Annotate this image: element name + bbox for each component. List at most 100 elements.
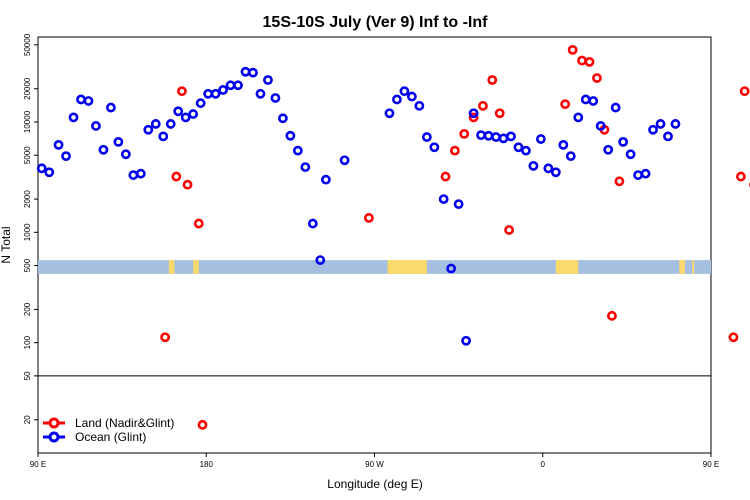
ocean-point <box>513 142 524 153</box>
ocean-point <box>392 94 402 105</box>
legend-land-marker <box>48 417 60 429</box>
plot-layer: 90 E 180 90 W 0 90 E 20 50 100 200 500 1000 2000 500… <box>23 33 750 469</box>
land-patch <box>387 260 427 274</box>
land-point <box>182 179 193 190</box>
ocean-point <box>625 149 636 160</box>
land-point <box>171 171 182 182</box>
land-point <box>478 100 488 111</box>
ocean-point <box>61 151 71 162</box>
land-point <box>440 171 451 182</box>
legend-box <box>40 413 180 447</box>
land-point <box>739 86 750 97</box>
ocean-point <box>573 112 584 123</box>
ocean-point <box>143 124 154 135</box>
y-tick-label: 5000 <box>23 146 32 164</box>
ocean-point <box>506 131 516 142</box>
ocean-point <box>270 93 281 103</box>
chart-title: 15S-10S July (Ver 9) Inf to -Inf <box>263 14 489 31</box>
ocean-point <box>255 88 266 99</box>
ocean-point <box>120 149 131 160</box>
x-tick-label: 0 <box>541 460 546 469</box>
ocean-point <box>315 255 326 265</box>
ocean-point <box>406 91 417 102</box>
land-point <box>728 332 739 343</box>
ocean-point <box>263 75 273 85</box>
ocean-point <box>558 139 569 150</box>
y-tick-label: 100 <box>23 335 32 349</box>
land-point <box>567 44 578 55</box>
ocean-point <box>277 113 288 124</box>
ocean-point <box>173 106 184 117</box>
y-tick-label: 20000 <box>23 77 32 100</box>
x-tick-label: 180 <box>200 460 214 469</box>
y-tick-label: 2000 <box>23 190 32 208</box>
ocean-point <box>521 145 531 156</box>
ocean-point <box>461 335 472 346</box>
ocean-point <box>180 112 191 123</box>
ocean-point <box>248 67 258 78</box>
ocean-point <box>188 109 199 119</box>
land-point <box>584 57 595 67</box>
ocean-point <box>595 121 606 131</box>
ocean-point <box>453 199 464 210</box>
ocean-point <box>135 168 146 179</box>
ocean-point <box>98 144 109 155</box>
ocean-band <box>38 260 711 274</box>
land-point <box>487 75 498 85</box>
ocean-point <box>83 96 94 106</box>
legend: Land (Nadir&Glint) Ocean (Glint) <box>40 413 180 447</box>
y-tick-label: 50000 <box>23 33 32 56</box>
y-tick-label: 50 <box>23 371 32 380</box>
ocean-point <box>195 98 206 109</box>
ocean-point <box>655 119 666 129</box>
ocean-point <box>618 136 629 147</box>
ocean-point <box>68 112 79 123</box>
land-point <box>614 176 625 187</box>
ocean-point <box>320 174 331 185</box>
y-tick-label: 200 <box>23 302 32 316</box>
land-patch <box>679 260 685 274</box>
y-tick-label: 20 <box>23 415 32 424</box>
land-point <box>449 145 460 156</box>
x-axis-label: Longitude (deg E) <box>327 477 422 491</box>
x-tick-label: 90 E <box>703 460 719 469</box>
ocean-point <box>210 88 221 99</box>
ocean-point <box>468 108 479 119</box>
land-point <box>560 99 571 110</box>
legend-ocean-label: Ocean (Glint) <box>75 430 146 444</box>
ocean-point <box>292 145 303 156</box>
ocean-point <box>113 136 124 147</box>
ocean-point <box>670 119 681 129</box>
ocean-point <box>233 80 243 91</box>
land-patch <box>692 260 695 274</box>
land-patch <box>168 260 175 274</box>
x-tick-label: 90 W <box>365 460 384 469</box>
ocean-point <box>610 102 621 113</box>
land-point <box>193 218 204 229</box>
ocean-point <box>158 131 169 142</box>
y-tick-label: 500 <box>23 258 32 272</box>
ocean-point <box>663 131 673 142</box>
land-point <box>459 128 470 139</box>
ocean-point <box>438 194 449 204</box>
ocean-point <box>414 100 425 111</box>
land-point <box>197 419 208 430</box>
ocean-point <box>53 139 64 150</box>
ocean-point <box>165 119 176 129</box>
ocean-point <box>648 124 658 135</box>
land-point <box>494 108 505 119</box>
land-patch <box>193 260 199 274</box>
land-point <box>504 225 514 235</box>
land-patch <box>555 260 579 274</box>
ocean-point <box>339 155 350 166</box>
ocean-point <box>300 162 311 172</box>
ocean-point <box>36 163 47 174</box>
ocean-point <box>44 167 55 178</box>
land-point <box>607 310 617 321</box>
ocean-point <box>285 130 296 141</box>
ocean-point <box>588 96 599 106</box>
legend-ocean-marker <box>48 431 60 443</box>
ocean-point <box>543 163 554 174</box>
ocean-point <box>429 142 440 153</box>
